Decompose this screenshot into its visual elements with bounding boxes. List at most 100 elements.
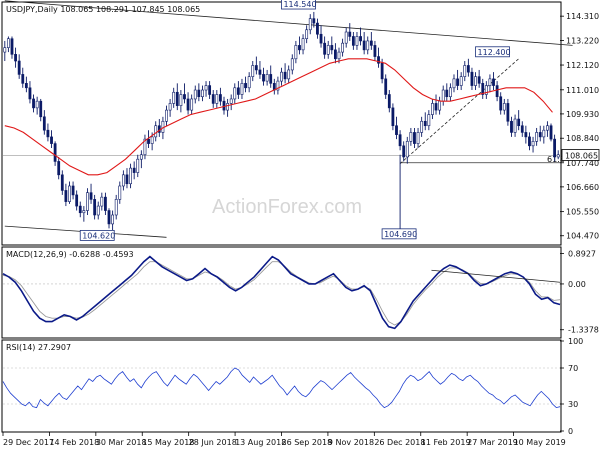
price-tick-label: 112.120 [566, 61, 599, 70]
last-price-tag: 108.065 [561, 149, 600, 161]
candle [229, 94, 233, 111]
candle [107, 208, 111, 229]
candle [165, 105, 168, 126]
candle [502, 98, 506, 115]
candle [215, 90, 219, 108]
candle [24, 76, 28, 93]
price-tick-label: 105.550 [566, 208, 599, 217]
candle [21, 67, 25, 88]
candle [175, 83, 179, 111]
candle [316, 18, 319, 39]
candle [190, 94, 194, 115]
candle [366, 36, 370, 55]
candle [254, 56, 258, 75]
candle [172, 87, 176, 108]
candle [71, 181, 75, 200]
candle [143, 134, 147, 160]
candle [413, 127, 416, 149]
candle [542, 125, 546, 144]
candle [377, 47, 380, 68]
candle [75, 190, 79, 211]
candle [32, 94, 35, 113]
candle [549, 123, 553, 142]
price-tick-label: 104.470 [566, 232, 599, 241]
candle [423, 112, 427, 131]
candle [481, 78, 485, 99]
candle [64, 183, 68, 207]
rsi-tick-label: 0 [568, 427, 573, 436]
candle [384, 74, 388, 99]
candle [287, 65, 291, 84]
svg-text:108.065: 108.065 [565, 152, 598, 161]
rsi-tick-label: 30 [568, 400, 578, 409]
trendline [399, 58, 519, 164]
candle [265, 69, 269, 86]
candle [301, 34, 305, 55]
candle [28, 81, 32, 104]
candle [402, 141, 406, 162]
candle [283, 63, 287, 84]
candle [556, 150, 560, 160]
candle [344, 27, 348, 48]
macd-panel-title: MACD(12,26,9) -0.6288 -0.4593 [6, 250, 134, 259]
candle [251, 61, 255, 82]
candle [474, 72, 477, 91]
candle [416, 127, 420, 149]
candle [391, 103, 395, 131]
candle [459, 72, 463, 91]
candle [219, 87, 222, 106]
candle [373, 40, 377, 62]
candle [208, 81, 212, 99]
candle [60, 170, 64, 195]
candle [96, 201, 100, 220]
candle [290, 54, 294, 75]
candle [86, 188, 89, 215]
candle [10, 36, 14, 59]
candle [129, 163, 132, 189]
candle [456, 69, 459, 91]
date-tick-label: 10 May 2019 [514, 438, 566, 447]
candle [492, 72, 495, 91]
candle [308, 14, 312, 35]
date-tick-label: 9 Nov 2018 [328, 438, 374, 447]
price-annotation: 114.540 [281, 0, 317, 10]
candle [68, 181, 71, 204]
rsi-panel-title: RSI(14) 27.2907 [6, 343, 71, 352]
candle [395, 116, 398, 140]
macd-tick-label: 0.8927 [568, 249, 596, 258]
candle [495, 81, 499, 102]
candle [132, 161, 136, 180]
candle [427, 110, 431, 131]
candle [17, 54, 21, 79]
price-annotation: 112.400 [475, 46, 511, 58]
macd-tick-label: 0.00 [568, 280, 586, 289]
candle [355, 32, 359, 50]
candle [369, 32, 373, 50]
candle [46, 123, 50, 142]
date-tick-label: 15 May 2018 [142, 438, 194, 447]
price-annotation: 104.690 [381, 228, 417, 240]
price-tick-label: 109.930 [566, 110, 599, 119]
price-layer: 61.8 114.540 112.400 104.620 104.690 [3, 0, 573, 241]
fib-label: 61.8 [547, 155, 565, 164]
candle [334, 43, 337, 64]
date-tick-label: 30 Mar 2018 [96, 438, 147, 447]
candle [409, 127, 413, 146]
svg-text:112.400: 112.400 [478, 48, 511, 57]
candle [452, 74, 456, 93]
candle [517, 110, 521, 131]
date-tick-label: 29 Dec 2017 [3, 438, 54, 447]
candle [470, 67, 474, 91]
candle [312, 11, 316, 28]
rsi-line [2, 367, 561, 409]
candle [513, 114, 517, 137]
candle [53, 141, 57, 166]
candle [262, 67, 265, 86]
price-annotation: 104.620 [79, 229, 115, 241]
candle [211, 90, 215, 108]
candle [35, 96, 39, 115]
date-tick-label: 11 Feb 2019 [421, 438, 471, 447]
svg-text:104.690: 104.690 [384, 230, 417, 239]
watermark: ActionForex.com [212, 196, 362, 218]
